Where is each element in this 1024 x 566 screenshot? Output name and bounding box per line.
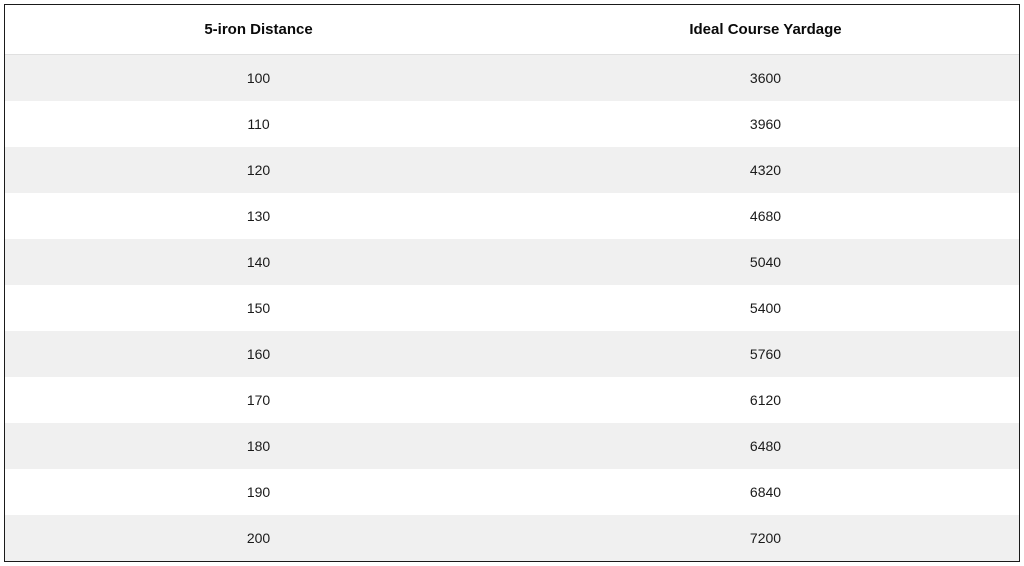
- cell-yardage: 6840: [512, 469, 1019, 515]
- table-row: 120 4320: [5, 147, 1019, 193]
- cell-distance: 190: [5, 469, 512, 515]
- table-row: 140 5040: [5, 239, 1019, 285]
- cell-yardage: 6120: [512, 377, 1019, 423]
- cell-yardage: 5040: [512, 239, 1019, 285]
- cell-distance: 180: [5, 423, 512, 469]
- cell-yardage: 6480: [512, 423, 1019, 469]
- cell-yardage: 3600: [512, 55, 1019, 101]
- table-row: 190 6840: [5, 469, 1019, 515]
- table-row: 110 3960: [5, 101, 1019, 147]
- cell-distance: 150: [5, 285, 512, 331]
- cell-yardage: 5400: [512, 285, 1019, 331]
- cell-distance: 130: [5, 193, 512, 239]
- table-header-row: 5-iron Distance Ideal Course Yardage: [5, 5, 1019, 55]
- table-row: 200 7200: [5, 515, 1019, 561]
- cell-distance: 170: [5, 377, 512, 423]
- cell-distance: 200: [5, 515, 512, 561]
- cell-yardage: 5760: [512, 331, 1019, 377]
- cell-distance: 100: [5, 55, 512, 101]
- cell-distance: 110: [5, 101, 512, 147]
- table-row: 160 5760: [5, 331, 1019, 377]
- table-row: 100 3600: [5, 55, 1019, 101]
- cell-yardage: 7200: [512, 515, 1019, 561]
- cell-distance: 120: [5, 147, 512, 193]
- table-row: 150 5400: [5, 285, 1019, 331]
- table-row: 170 6120: [5, 377, 1019, 423]
- cell-yardage: 4320: [512, 147, 1019, 193]
- cell-yardage: 4680: [512, 193, 1019, 239]
- table-row: 130 4680: [5, 193, 1019, 239]
- column-header-yardage: Ideal Course Yardage: [512, 5, 1019, 54]
- cell-distance: 160: [5, 331, 512, 377]
- cell-distance: 140: [5, 239, 512, 285]
- yardage-table: 5-iron Distance Ideal Course Yardage 100…: [4, 4, 1020, 562]
- column-header-distance: 5-iron Distance: [5, 5, 512, 54]
- table-row: 180 6480: [5, 423, 1019, 469]
- cell-yardage: 3960: [512, 101, 1019, 147]
